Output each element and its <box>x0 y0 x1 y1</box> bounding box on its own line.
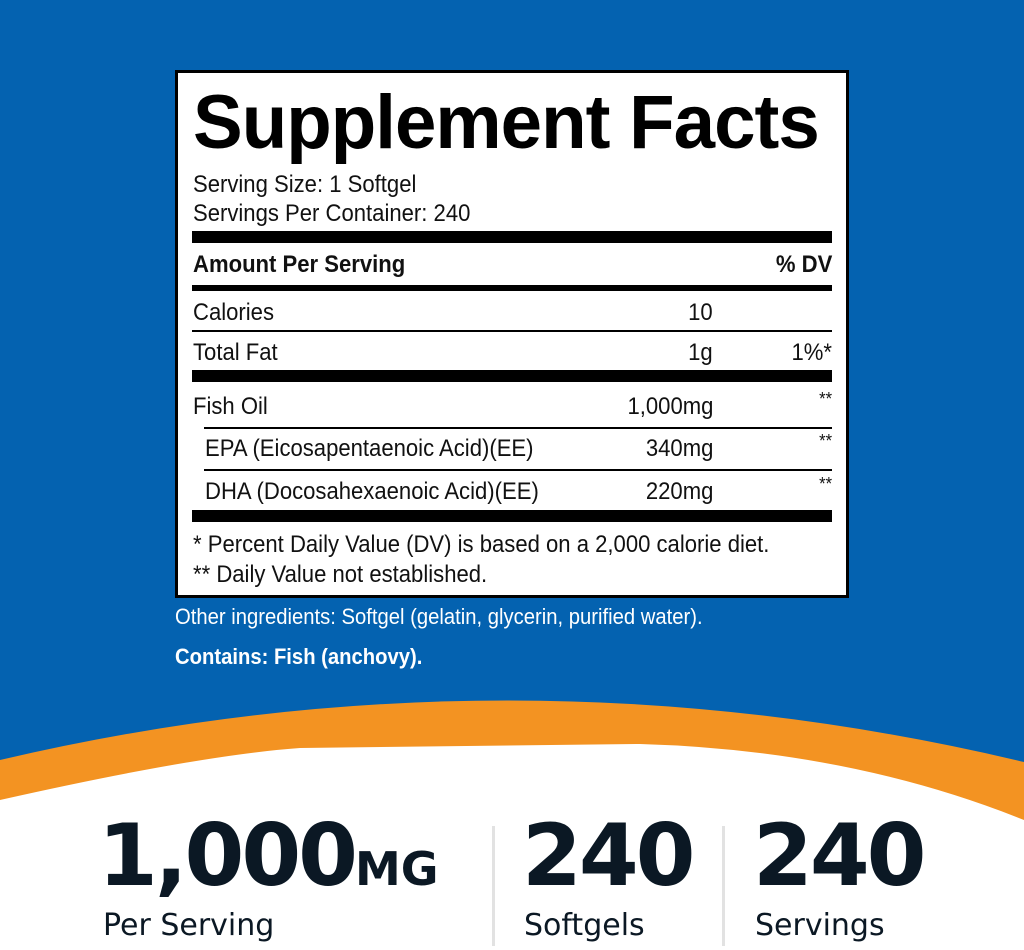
amount-per-serving-header: Amount Per Serving <box>193 251 406 278</box>
divider-thick <box>192 370 832 382</box>
stat-softgels: 240 <box>522 806 696 906</box>
other-ingredients: Other ingredients: Softgel (gelatin, gly… <box>175 604 703 629</box>
row-name: Calories <box>193 299 274 326</box>
footnote-not-established: ** Daily Value not established. <box>193 561 488 588</box>
stat-label: Softgels <box>524 908 645 943</box>
stat-servings: 240 <box>753 806 927 906</box>
stat-label: Servings <box>755 908 885 943</box>
divider-thick <box>192 231 832 243</box>
serving-size: Serving Size: 1 Softgel <box>193 171 417 198</box>
row-name: Total Fat <box>193 339 278 366</box>
row-amount: 1g <box>688 339 713 366</box>
row-name: Fish Oil <box>193 393 268 420</box>
row-amount: 220mg <box>645 478 713 505</box>
row-amount: 340mg <box>645 435 713 462</box>
row-dv: ** <box>819 431 832 451</box>
row-amount: 1,000mg <box>627 393 713 420</box>
row-name: EPA (Eicosapentaenoic Acid)(EE) <box>205 435 534 462</box>
footnote-dv: * Percent Daily Value (DV) is based on a… <box>193 531 770 558</box>
stat-divider <box>722 826 725 946</box>
allergen-contains: Contains: Fish (anchovy). <box>175 644 423 669</box>
divider-thick <box>192 510 832 522</box>
supplement-facts-panel: Supplement Facts Serving Size: 1 Softgel… <box>175 70 849 598</box>
stat-divider <box>492 826 495 946</box>
white-wave <box>0 744 1024 950</box>
stat-label: Per Serving <box>103 908 275 943</box>
servings-per-container: Servings Per Container: 240 <box>193 200 471 227</box>
divider-thin <box>204 427 832 429</box>
stat-dose: 1,000MG <box>98 806 439 906</box>
row-dv: ** <box>819 389 832 409</box>
row-amount: 10 <box>688 299 713 326</box>
divider-thin <box>192 330 832 332</box>
dv-header: % DV <box>775 251 832 278</box>
row-dv: 1%* <box>791 339 832 366</box>
stat-unit: MG <box>355 842 439 896</box>
row-dv: ** <box>819 474 832 494</box>
divider-medium <box>192 285 832 291</box>
row-name: DHA (Docosahexaenoic Acid)(EE) <box>205 478 539 505</box>
divider-thin <box>204 469 832 471</box>
facts-title: Supplement Facts <box>193 80 820 165</box>
stat-value: 1,000 <box>98 806 358 906</box>
